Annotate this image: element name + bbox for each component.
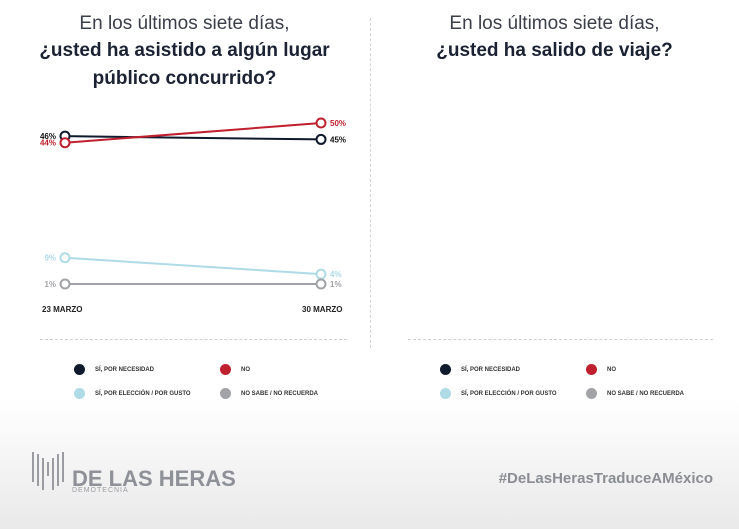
data-label: 50% — [330, 119, 346, 128]
x-tick-label: 30 MARZO — [302, 305, 342, 314]
data-label: 45% — [330, 135, 346, 144]
legend-item-no: NO — [586, 364, 616, 375]
chart-title-line3: público concurrido? — [92, 68, 277, 89]
chart-title-line2: ¿usted ha salido de viaje? — [436, 40, 673, 61]
legend-item-eleccion: SÍ, POR ELECCIÓN / POR GUSTO — [440, 388, 557, 399]
data-label: 9% — [44, 254, 56, 263]
chart-panel-left: En los últimos siete días, ¿usted ha asi… — [0, 0, 369, 400]
chart-panel-right: En los últimos siete días, ¿usted ha sal… — [370, 0, 739, 400]
data-label: 46% — [40, 132, 56, 141]
chart-title-line1: En los últimos siete días, — [79, 13, 290, 34]
legend-item-no-sabe: NO SABE / NO RECUERDA — [220, 388, 318, 399]
data-point — [315, 268, 327, 280]
data-point — [59, 137, 71, 149]
data-point — [315, 117, 327, 129]
brand-mark-icon — [32, 452, 64, 490]
chart-title-line2: ¿usted ha asistido a algún lugar — [39, 40, 330, 61]
legend-item-necesidad: SÍ, POR NECESIDAD — [74, 364, 154, 375]
brand-subtitle: DEMOTECNIA — [72, 487, 129, 494]
legend-dot — [440, 388, 451, 399]
x-tick-label: 23 MARZO — [42, 305, 82, 314]
data-label: 44% — [40, 139, 56, 148]
brand-logo: DE LAS HERAS DEMOTECNIA — [30, 448, 236, 499]
chart-title: En los últimos siete días, ¿usted ha sal… — [370, 10, 739, 65]
legend-divider-right — [408, 339, 713, 340]
data-point — [59, 278, 71, 290]
legend-item-necesidad: SÍ, POR NECESIDAD — [440, 364, 520, 375]
data-point — [59, 252, 71, 264]
panel-divider — [370, 18, 371, 348]
legend-dot — [586, 364, 597, 375]
legend-item-no-sabe: NO SABE / NO RECUERDA — [586, 388, 684, 399]
legend-dot — [586, 388, 597, 399]
series-line — [64, 256, 322, 276]
legend-item-no: NO — [220, 364, 250, 375]
legend-dot — [220, 364, 231, 375]
brand-name: DE LAS HERAS — [72, 466, 236, 491]
legend-dot — [74, 388, 85, 399]
legend-dot — [440, 364, 451, 375]
series-line — [64, 122, 322, 144]
legend-dot — [220, 388, 231, 399]
legend-divider-left — [40, 339, 347, 340]
data-label: 1% — [44, 280, 56, 289]
legend-dot — [74, 364, 85, 375]
data-label: 4% — [330, 270, 342, 279]
data-point — [315, 278, 327, 290]
chart-title: En los últimos siete días, ¿usted ha asi… — [0, 10, 369, 93]
series-line — [64, 135, 322, 141]
legend-item-eleccion: SÍ, POR ELECCIÓN / POR GUSTO — [74, 388, 191, 399]
data-label: 1% — [330, 280, 342, 289]
hashtag: #DeLasHerasTraduceAMéxico — [498, 470, 713, 487]
chart-title-line1: En los últimos siete días, — [449, 13, 660, 34]
data-point — [315, 133, 327, 145]
